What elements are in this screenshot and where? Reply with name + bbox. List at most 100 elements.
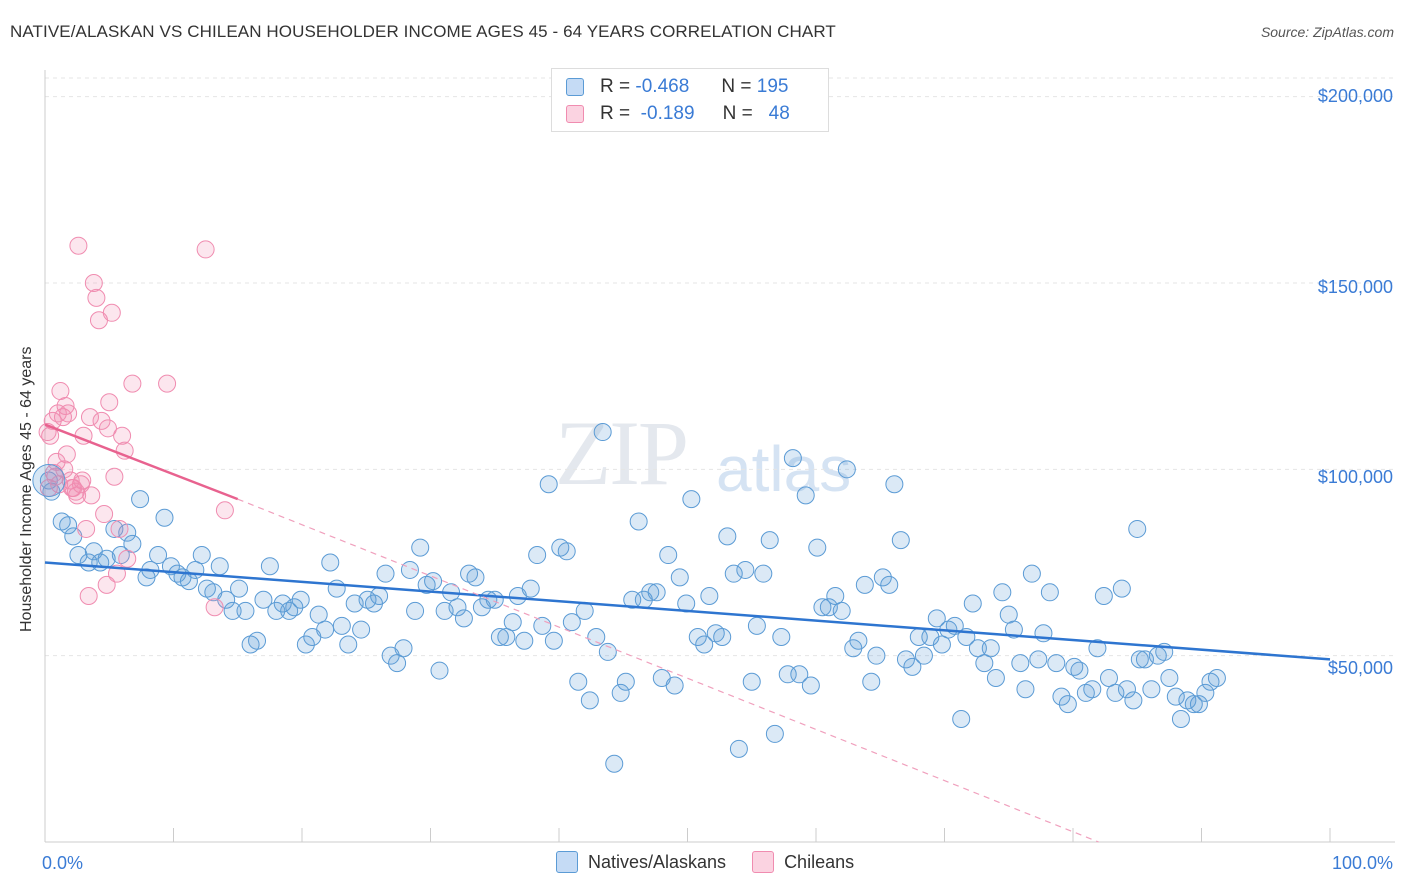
n-label: N = bbox=[722, 103, 753, 124]
chilean-point bbox=[105, 467, 124, 486]
native-point bbox=[1142, 680, 1161, 699]
native-point bbox=[747, 616, 766, 635]
legend-item-natives[interactable]: Natives/Alaskans bbox=[556, 851, 726, 873]
legend-chileans-label: Chileans bbox=[784, 851, 855, 872]
native-point bbox=[430, 661, 449, 680]
native-point bbox=[352, 620, 371, 639]
native-point bbox=[131, 490, 150, 509]
native-point bbox=[1058, 695, 1077, 714]
chilean-point bbox=[47, 452, 66, 471]
native-point bbox=[210, 557, 229, 576]
stats-row-chileans: R = -0.189 N = 48 bbox=[566, 101, 790, 127]
native-point bbox=[659, 546, 678, 565]
native-point bbox=[813, 598, 832, 617]
native-point bbox=[611, 683, 630, 702]
chilean-trend-extension bbox=[237, 498, 1099, 843]
native-point bbox=[490, 628, 509, 647]
native-point bbox=[808, 538, 827, 557]
y-tick-150000: $150,000 bbox=[1317, 277, 1393, 297]
chilean-point bbox=[92, 411, 111, 430]
native-point bbox=[248, 631, 267, 650]
chilean-point bbox=[82, 486, 101, 505]
native-point bbox=[801, 676, 820, 695]
native-point bbox=[700, 587, 719, 606]
n-value-chileans: 48 bbox=[768, 103, 790, 124]
r-label: R = bbox=[600, 76, 631, 97]
native-point bbox=[587, 628, 606, 647]
chilean-point bbox=[59, 404, 78, 423]
native-point bbox=[497, 628, 516, 647]
native-point bbox=[1094, 587, 1113, 606]
native-point bbox=[981, 639, 1000, 658]
native-point bbox=[718, 527, 737, 546]
native-point bbox=[1189, 695, 1208, 714]
y-axis-label: Householder Income Ages 45 - 64 years bbox=[18, 346, 35, 633]
native-point bbox=[1016, 680, 1035, 699]
legend-chileans-swatch-icon bbox=[752, 851, 775, 873]
y-tick-50000: $50,000 bbox=[1327, 658, 1393, 678]
native-point bbox=[309, 605, 328, 624]
native-point bbox=[528, 546, 547, 565]
stats-row-natives: R = -0.468 N = 195 bbox=[566, 74, 788, 100]
native-point bbox=[975, 654, 994, 673]
native-point bbox=[688, 628, 707, 647]
native-point bbox=[254, 590, 273, 609]
native-point bbox=[783, 449, 802, 468]
n-label: N = bbox=[721, 76, 752, 97]
native-point bbox=[670, 568, 689, 587]
n-value-natives: 195 bbox=[756, 76, 789, 97]
native-point bbox=[1011, 654, 1030, 673]
native-point bbox=[914, 646, 933, 665]
native-point bbox=[544, 631, 563, 650]
native-point bbox=[1099, 669, 1118, 688]
legend-item-chileans[interactable]: Chileans bbox=[752, 851, 854, 873]
native-point bbox=[1040, 583, 1059, 602]
native-point bbox=[575, 601, 594, 620]
native-point bbox=[885, 475, 904, 494]
native-point bbox=[695, 635, 714, 654]
legend-natives-swatch-icon bbox=[556, 851, 578, 873]
native-point bbox=[837, 460, 856, 479]
native-point bbox=[370, 587, 389, 606]
native-point bbox=[466, 568, 485, 587]
native-point bbox=[629, 512, 648, 531]
native-point bbox=[521, 579, 540, 598]
native-point bbox=[1022, 564, 1041, 583]
native-point bbox=[1112, 579, 1131, 598]
native-point bbox=[724, 564, 743, 583]
native-point bbox=[1128, 519, 1147, 538]
native-point bbox=[968, 639, 987, 658]
native-point bbox=[388, 654, 407, 673]
native-point bbox=[760, 531, 779, 550]
chilean-point bbox=[56, 396, 75, 415]
native-point bbox=[1052, 687, 1071, 706]
legend-natives-label: Natives/Alaskans bbox=[588, 851, 727, 872]
native-point bbox=[1160, 669, 1179, 688]
native-point bbox=[411, 538, 430, 557]
native-point bbox=[557, 542, 576, 561]
native-point bbox=[867, 646, 886, 665]
legend: Natives/Alaskans Chileans bbox=[556, 851, 880, 873]
native-point bbox=[1124, 691, 1143, 710]
chilean-point bbox=[118, 549, 137, 568]
native-point bbox=[873, 568, 892, 587]
native-point bbox=[1029, 650, 1048, 669]
native-point bbox=[332, 616, 351, 635]
native-point bbox=[1083, 680, 1102, 699]
native-point bbox=[593, 423, 612, 442]
chilean-point bbox=[113, 426, 132, 445]
native-point bbox=[765, 724, 784, 743]
native-point bbox=[796, 486, 815, 505]
chilean-point bbox=[69, 236, 88, 255]
native-point-large bbox=[32, 463, 66, 497]
native-point bbox=[580, 691, 599, 710]
native-point bbox=[772, 628, 791, 647]
r-value-chileans: -0.189 bbox=[640, 103, 695, 124]
native-point bbox=[742, 672, 761, 691]
native-point bbox=[273, 594, 292, 613]
native-point bbox=[832, 601, 851, 620]
native-point bbox=[963, 594, 982, 613]
r-value-natives: -0.468 bbox=[635, 76, 690, 97]
chilean-point bbox=[97, 575, 116, 594]
